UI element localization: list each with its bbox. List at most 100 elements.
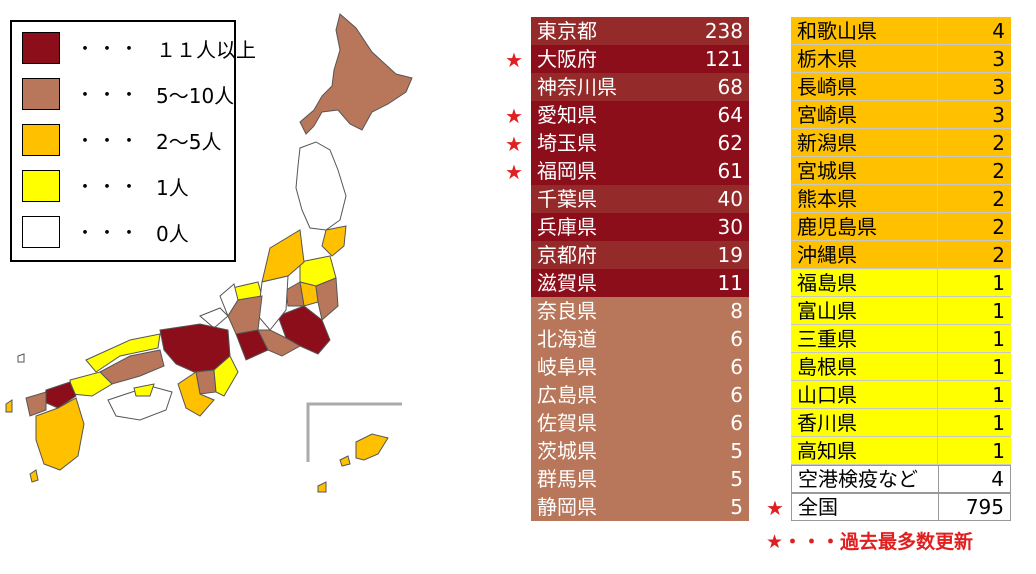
case-count: 2 xyxy=(992,158,1005,183)
map-niigata xyxy=(261,229,305,283)
map-fukui xyxy=(199,307,229,329)
case-count: 4 xyxy=(991,467,1004,491)
prefecture-name: 東京都 xyxy=(537,19,597,43)
legend-item: ・・・ 5～10人 xyxy=(22,76,234,112)
table-row: 高知県 1 xyxy=(791,437,1011,465)
map-kagawa xyxy=(133,383,155,397)
case-count: 2 xyxy=(992,242,1005,267)
case-count: 1 xyxy=(992,382,1005,407)
case-count: 62 xyxy=(717,131,743,155)
table-row: 山口県 1 xyxy=(791,381,1011,409)
table-row: 長崎県 3 xyxy=(791,73,1011,101)
legend-swatch xyxy=(22,216,60,248)
case-count: 61 xyxy=(717,159,743,183)
case-count: 6 xyxy=(730,383,743,407)
map-island-2 xyxy=(5,399,13,413)
legend-dots: ・・・ xyxy=(76,131,142,152)
case-count: 238 xyxy=(704,19,743,43)
table-row: 静岡県 5 xyxy=(531,493,749,521)
prefecture-name: 福島県 xyxy=(797,270,857,295)
legend-label: 2～5人 xyxy=(156,129,222,154)
column-divider xyxy=(937,45,938,72)
column-divider xyxy=(937,157,938,184)
case-count: 3 xyxy=(992,102,1005,127)
column-divider xyxy=(937,269,938,296)
map-gifu xyxy=(227,295,263,335)
prefecture-name: 広島県 xyxy=(537,383,597,407)
prefecture-name: 島根県 xyxy=(797,354,857,379)
table-row: 栃木県 3 xyxy=(791,45,1011,73)
table-row: 広島県 6 xyxy=(531,381,749,409)
column-divider xyxy=(937,381,938,408)
case-count: 19 xyxy=(717,243,743,267)
legend-label: 5～10人 xyxy=(156,83,235,108)
column-divider xyxy=(937,325,938,352)
column-divider xyxy=(937,17,938,44)
table-row: 埼玉県 62 xyxy=(531,129,749,157)
case-count: 795 xyxy=(965,495,1004,519)
record-star-icon: ★ xyxy=(505,48,523,72)
legend-swatch xyxy=(22,124,60,156)
prefecture-name: 宮城県 xyxy=(797,158,857,183)
prefecture-name: 岐阜県 xyxy=(537,355,597,379)
table-row: 茨城県 5 xyxy=(531,437,749,465)
table-row: 宮崎県 3 xyxy=(791,101,1011,129)
case-count: 1 xyxy=(992,326,1005,351)
map-island-1 xyxy=(17,353,25,363)
prefecture-name: 和歌山県 xyxy=(797,18,877,43)
case-count: 4 xyxy=(992,18,1005,43)
prefecture-name: 大阪府 xyxy=(537,47,597,71)
table-row: 香川県 1 xyxy=(791,409,1011,437)
column-divider xyxy=(937,129,938,156)
table-row: 東京都 238 xyxy=(531,17,749,45)
table-row: 佐賀県 6 xyxy=(531,409,749,437)
case-count: 64 xyxy=(717,103,743,127)
case-count: 30 xyxy=(717,215,743,239)
case-count: 1 xyxy=(992,270,1005,295)
legend-dots: ・・・ xyxy=(76,39,142,60)
table-row: 兵庫県 30 xyxy=(531,213,749,241)
table-row: 島根県 1 xyxy=(791,353,1011,381)
prefecture-name: 神奈川県 xyxy=(537,75,617,99)
column-divider xyxy=(937,409,938,436)
prefecture-name: 全国 xyxy=(798,495,838,519)
column-divider xyxy=(937,73,938,100)
legend-item: ・・・ １１人以上 xyxy=(22,30,256,66)
case-count: 2 xyxy=(992,214,1005,239)
prefecture-name: 北海道 xyxy=(537,327,597,351)
case-count: 2 xyxy=(992,186,1005,211)
legend-item: ・・・ 1人 xyxy=(22,168,189,204)
case-count: 5 xyxy=(730,439,743,463)
legend-swatch xyxy=(22,32,60,64)
prefecture-name: 富山県 xyxy=(797,298,857,323)
prefecture-name: 宮崎県 xyxy=(797,102,857,127)
case-count: 5 xyxy=(730,467,743,491)
prefecture-name: 茨城県 xyxy=(537,439,597,463)
legend-item: ・・・ 2～5人 xyxy=(22,122,221,158)
map-miyagi xyxy=(321,225,347,257)
case-count: 1 xyxy=(992,410,1005,435)
legend-swatch xyxy=(22,170,60,202)
table-row: 大阪府 121 xyxy=(531,45,749,73)
legend-dots: ・・・ xyxy=(76,85,142,106)
column-divider xyxy=(937,101,938,128)
table-row: 沖縄県 2 xyxy=(791,241,1011,269)
prefecture-name: 京都府 xyxy=(537,243,597,267)
case-count: 68 xyxy=(717,75,743,99)
map-wakayama xyxy=(177,371,215,417)
prefecture-name: 静岡県 xyxy=(537,495,597,519)
record-star-icon: ★ xyxy=(505,104,523,128)
table-row: 北海道 6 xyxy=(531,325,749,353)
table-row: 神奈川県 68 xyxy=(531,73,749,101)
record-star-icon: ★ xyxy=(505,132,523,156)
map-mie xyxy=(213,355,239,397)
table-row: 京都府 19 xyxy=(531,241,749,269)
legend-dots: ・・・ xyxy=(76,177,142,198)
legend-label: １１人以上 xyxy=(156,37,256,62)
prefecture-name: 埼玉県 xyxy=(537,131,597,155)
prefecture-name: 長崎県 xyxy=(797,74,857,99)
map-okinawa-island-3 xyxy=(317,481,327,493)
legend-swatch xyxy=(22,78,60,110)
prefecture-name: 空港検疫など xyxy=(798,467,918,491)
prefecture-name: 鹿児島県 xyxy=(797,214,877,239)
